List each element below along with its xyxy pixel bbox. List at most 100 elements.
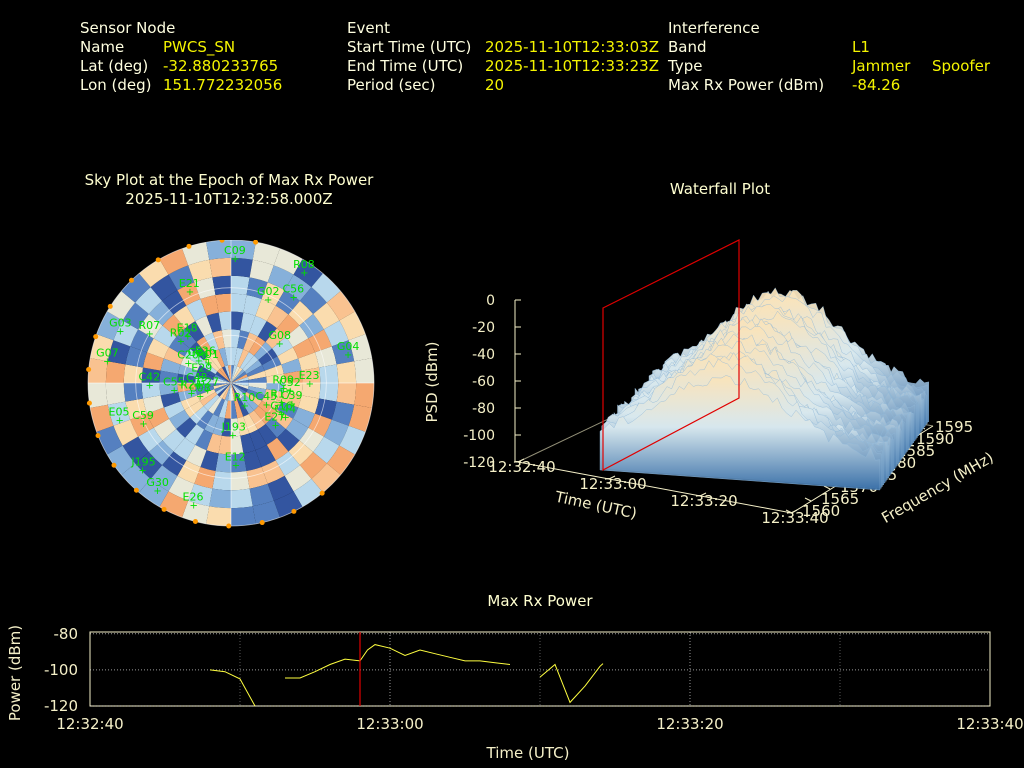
skyplot-sat-marker: +	[229, 430, 237, 441]
skyplot-cell	[148, 300, 174, 326]
skyplot-sat-label: E29	[191, 361, 212, 374]
skyplot-cell	[231, 369, 245, 383]
skyplot-cell	[200, 360, 218, 375]
skyplot-cell	[200, 294, 219, 316]
skyplot-cell	[239, 396, 254, 414]
skyplot-cell	[231, 329, 241, 348]
skyplot-cell	[231, 418, 241, 437]
skyplot-cell	[266, 383, 285, 393]
interference-type-label: Type	[668, 57, 703, 75]
skyplot-sat-marker: +	[344, 350, 352, 361]
skyplot-cell	[217, 369, 231, 383]
skyplot-cell	[244, 391, 262, 406]
power-series-line	[209, 669, 256, 707]
skyplot-cell	[221, 329, 231, 348]
skyplot-cell	[178, 389, 198, 402]
skyplot-cell	[354, 358, 374, 383]
skyplot-cell	[123, 383, 143, 402]
skyplot-cell	[206, 312, 222, 333]
skyplot-cell	[121, 463, 151, 493]
skyplot-cell	[243, 294, 262, 316]
skyplot-cell	[261, 460, 285, 484]
skyplot-cell	[227, 365, 231, 383]
skyplot-sat-label: G02	[257, 285, 280, 298]
waterfall-freq-tick-label: 1590	[916, 430, 954, 448]
skyplot-cell	[213, 379, 231, 383]
skyplot-cell	[196, 336, 214, 356]
skyplot-sat-label: E18	[177, 321, 198, 334]
skyplot-cell	[125, 346, 148, 368]
skyplot-cell	[147, 407, 170, 428]
skyplot-cell	[331, 401, 355, 426]
skyplot-cell	[242, 394, 259, 411]
skyplot-cell	[323, 419, 349, 446]
skyplot-cell	[326, 445, 355, 475]
skyplot-cell	[273, 248, 303, 275]
skyplot-title: Sky Plot at the Epoch of Max Rx Power	[84, 171, 374, 189]
skyplot-sat-label: C44	[274, 403, 296, 416]
skyplot-cell	[319, 383, 339, 402]
skyplot-cell	[212, 471, 231, 491]
skyplot-cell	[185, 424, 205, 445]
skyplot-cell	[176, 328, 197, 349]
skyplot-sat-marker: +	[203, 386, 211, 397]
skyplot-sat-label: C45	[255, 390, 277, 403]
skyplot-cell	[266, 305, 289, 329]
skyplot-cell	[231, 383, 240, 400]
skyplot-cell	[248, 410, 266, 430]
skyplot-cell	[189, 405, 209, 425]
skyplot-cell	[105, 361, 126, 383]
skyplot-cell	[96, 311, 123, 341]
skyplot-sat-marker: +	[286, 386, 294, 397]
skyplot-cell	[90, 404, 114, 432]
waterfall-freq-tick	[823, 485, 831, 490]
skyplot-cell	[292, 407, 315, 428]
waterfall-time-tick-label: 12:33:40	[761, 509, 828, 527]
skyplot-cell	[248, 336, 266, 356]
skyplot-cell	[159, 370, 179, 383]
skyplot-cell	[231, 371, 247, 383]
skyplot-cell	[178, 364, 198, 377]
skyplot-cell	[121, 273, 151, 303]
skyplot-sat-marker: +	[276, 339, 284, 350]
power-x-label: Time (UTC)	[486, 744, 570, 762]
skyplot-cell	[209, 257, 231, 278]
skyplot-cell	[215, 383, 231, 395]
skyplot-chart: +R02+C45+J195+C09+E05+C08+G08+J193+C39+G…	[86, 240, 375, 529]
skyplot-spoof-dot	[133, 487, 139, 493]
skyplot-cell	[275, 451, 300, 476]
skyplot-cell	[249, 429, 267, 451]
skyplot-cell	[266, 437, 289, 461]
skyplot-cell	[234, 399, 244, 419]
skyplot-sat-label: E05	[109, 406, 130, 419]
skyplot-cell	[204, 413, 219, 434]
skyplot-sat-marker: +	[153, 486, 161, 497]
skyplot-cell	[231, 379, 249, 383]
skyplot-cell	[142, 352, 164, 371]
skyplot-cell	[204, 332, 219, 353]
skyplot-cell	[272, 409, 293, 429]
skyplot-cell	[298, 352, 320, 371]
sensor-lat-value: -32.880233765	[163, 57, 279, 75]
waterfall-time-tick-label: 12:32:40	[488, 458, 555, 476]
skyplot-spoof-dot	[86, 400, 92, 406]
skyplot-cell	[247, 370, 267, 380]
skyplot-sat-marker: +	[202, 355, 210, 366]
interference-band-label: Band	[668, 38, 707, 56]
skyplot-cell	[246, 389, 265, 401]
skyplot-cell	[168, 265, 195, 291]
skyplot-cell	[177, 460, 201, 484]
skyplot-cell	[231, 374, 248, 383]
skyplot-cell	[258, 400, 278, 418]
skyplot-cell	[299, 427, 324, 452]
skyplot-cell	[122, 436, 149, 464]
skyplot-spoof-dot	[219, 240, 225, 243]
skyplot-sat-marker: +	[193, 381, 201, 392]
skyplot-cell	[113, 419, 139, 446]
skyplot-sat-label: R24	[180, 379, 202, 392]
skyplot-cell	[107, 291, 136, 321]
skyplot-cell	[141, 383, 161, 399]
skyplot-sat-label: C59	[132, 409, 154, 422]
skyplot-spoof-dot	[128, 277, 134, 283]
skyplot-cell	[135, 287, 163, 315]
